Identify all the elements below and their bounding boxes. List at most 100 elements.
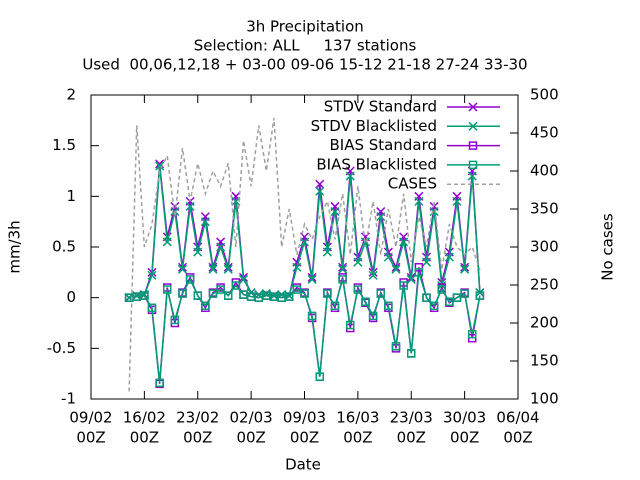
point-marker bbox=[177, 264, 188, 274]
point-marker bbox=[231, 281, 241, 290]
x-axis-label: Date bbox=[285, 456, 321, 474]
point-marker bbox=[376, 289, 385, 298]
y-axis-label: mm/3h bbox=[6, 220, 24, 273]
y2-tick-label: 350 bbox=[530, 200, 559, 218]
legend-label: STDV Standard bbox=[324, 98, 437, 116]
point-marker bbox=[406, 274, 416, 284]
point-marker bbox=[216, 242, 226, 252]
x-tick-label: 00Z bbox=[183, 429, 212, 447]
point-marker bbox=[468, 329, 477, 339]
point-marker bbox=[162, 237, 172, 247]
point-marker bbox=[368, 270, 378, 280]
series-line bbox=[128, 117, 481, 392]
point-marker bbox=[468, 141, 478, 150]
point-marker bbox=[185, 275, 195, 284]
point-marker bbox=[216, 285, 225, 294]
point-marker bbox=[414, 263, 424, 272]
point-marker bbox=[338, 275, 347, 284]
y2-axis-label: No cases bbox=[599, 213, 617, 281]
point-marker bbox=[414, 196, 424, 206]
point-marker bbox=[467, 171, 477, 181]
y-tick-label: -1 bbox=[61, 390, 76, 408]
y-tick-label: 0.5 bbox=[52, 238, 76, 256]
point-marker bbox=[353, 285, 363, 294]
y2-tick-label: 450 bbox=[530, 124, 559, 142]
x-tick-label: 16/02 bbox=[123, 409, 166, 427]
y-tick-label: 1 bbox=[66, 187, 76, 205]
y2-tick-label: 150 bbox=[530, 352, 559, 370]
point-marker bbox=[178, 289, 187, 298]
point-marker bbox=[391, 342, 401, 351]
point-marker bbox=[140, 291, 149, 300]
point-marker bbox=[460, 289, 469, 298]
point-marker bbox=[285, 292, 294, 301]
point-marker bbox=[399, 237, 409, 247]
x-tick-label: 00Z bbox=[130, 429, 159, 447]
chart-subtitle: Selection: ALL 137 stations bbox=[194, 37, 417, 55]
point-marker bbox=[299, 237, 310, 247]
point-marker bbox=[407, 349, 416, 358]
point-marker bbox=[315, 179, 325, 189]
chart-title: 3h Precipitation bbox=[246, 18, 364, 36]
point-marker bbox=[444, 252, 454, 262]
point-marker bbox=[147, 303, 157, 313]
y2-tick-label: 250 bbox=[530, 276, 559, 294]
point-marker bbox=[452, 196, 462, 206]
series-line bbox=[129, 272, 481, 383]
y2-tick-label: 300 bbox=[530, 238, 559, 256]
point-marker bbox=[223, 264, 233, 274]
x-tick-label: 00Z bbox=[290, 429, 319, 447]
legend-label: CASES bbox=[388, 175, 437, 193]
point-marker bbox=[147, 270, 157, 280]
chart-subtitle: Used 00,06,12,18 + 03-00 09-06 15-12 21-… bbox=[82, 56, 527, 74]
point-marker bbox=[460, 264, 470, 274]
y-tick-label: 1.5 bbox=[52, 136, 76, 154]
y-tick-label: -0.5 bbox=[47, 339, 76, 357]
series-line bbox=[129, 267, 481, 384]
y-tick-label: 2 bbox=[66, 86, 76, 104]
y2-tick-label: 400 bbox=[530, 162, 559, 180]
y2-tick-label: 500 bbox=[530, 86, 559, 104]
x-tick-label: 00Z bbox=[503, 429, 532, 447]
point-marker bbox=[429, 301, 439, 311]
point-marker bbox=[200, 217, 210, 227]
x-tick-label: 09/02 bbox=[69, 409, 112, 427]
point-marker bbox=[360, 237, 371, 247]
point-marker bbox=[338, 264, 348, 274]
point-marker bbox=[193, 291, 202, 300]
point-marker bbox=[155, 161, 165, 171]
point-marker bbox=[231, 196, 241, 206]
point-marker bbox=[345, 171, 355, 181]
x-tick-label: 23/03 bbox=[390, 409, 433, 427]
x-tick-label: 02/03 bbox=[230, 409, 273, 427]
x-tick-label: 09/03 bbox=[283, 409, 326, 427]
legend-label: STDV Blacklisted bbox=[311, 117, 437, 135]
plot-border bbox=[90, 94, 519, 400]
point-marker bbox=[330, 207, 340, 217]
point-marker bbox=[353, 257, 363, 267]
y2-tick-label: 100 bbox=[530, 390, 559, 408]
legend-label: BIAS Standard bbox=[329, 136, 437, 154]
point-marker bbox=[330, 301, 340, 311]
x-tick-label: 00Z bbox=[343, 429, 372, 447]
x-tick-label: 06/04 bbox=[496, 409, 539, 427]
x-tick-label: 23/02 bbox=[176, 409, 219, 427]
point-marker bbox=[224, 291, 233, 300]
point-marker bbox=[155, 378, 164, 388]
x-tick-label: 30/03 bbox=[443, 409, 486, 427]
point-marker bbox=[384, 301, 393, 311]
point-marker bbox=[414, 268, 424, 277]
point-marker bbox=[399, 281, 408, 290]
y2-tick-label: 200 bbox=[530, 314, 559, 332]
point-marker bbox=[307, 274, 317, 284]
x-tick-label: 00Z bbox=[236, 429, 265, 447]
x-tick-label: 16/03 bbox=[336, 409, 379, 427]
point-marker bbox=[422, 293, 431, 302]
point-marker bbox=[475, 291, 485, 300]
y-tick-label: 0 bbox=[66, 288, 76, 306]
point-marker bbox=[322, 247, 332, 257]
point-marker bbox=[468, 160, 478, 170]
point-marker bbox=[292, 262, 302, 272]
point-marker bbox=[361, 297, 370, 306]
